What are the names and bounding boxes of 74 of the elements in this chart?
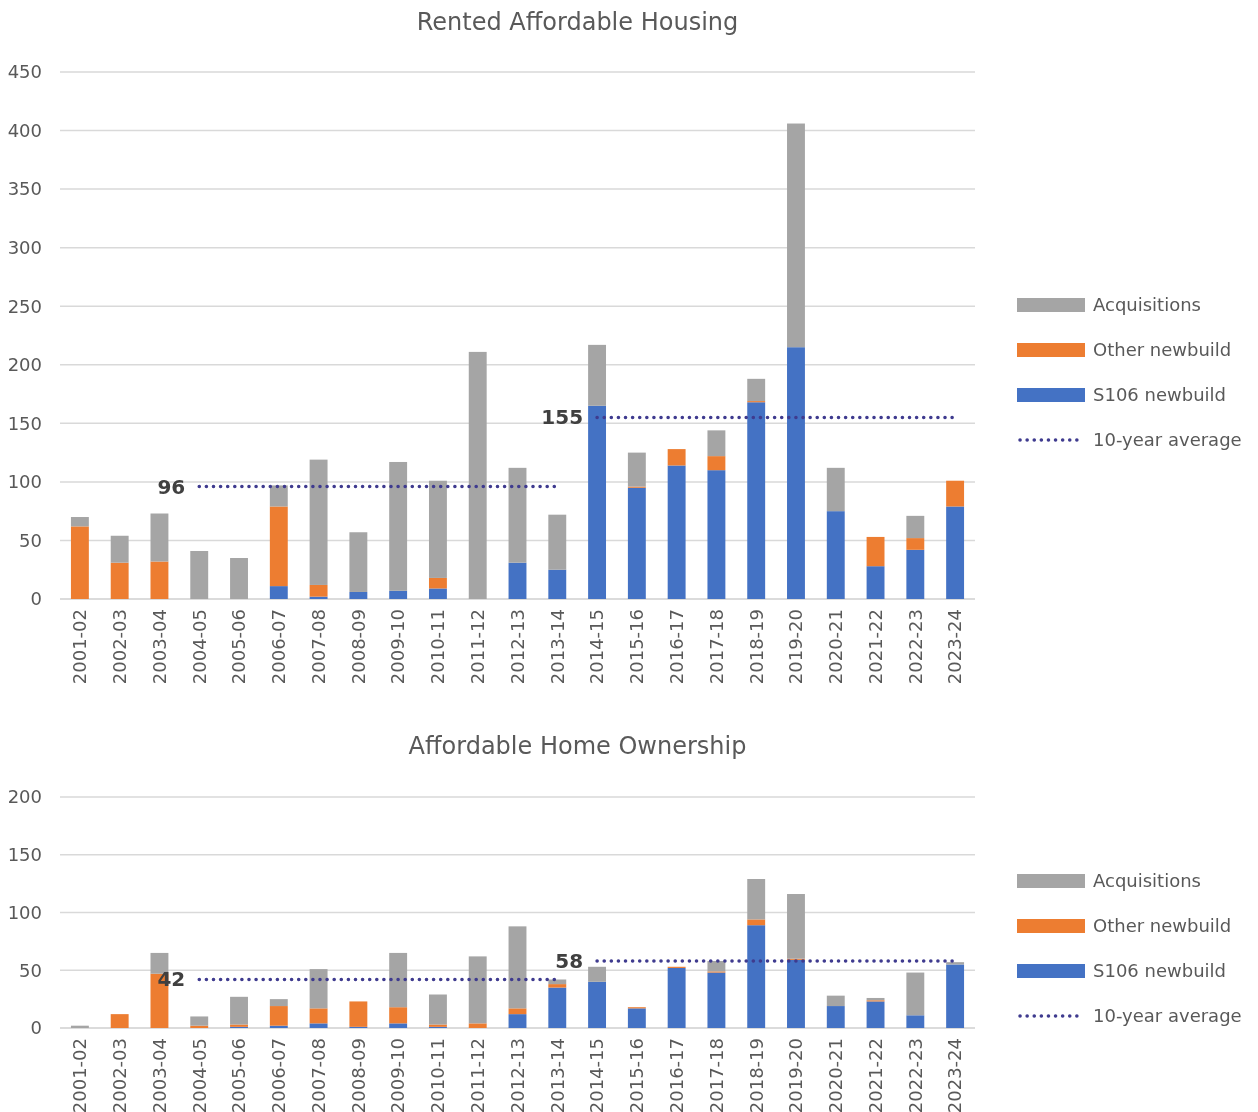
x-tick-label: 2022-23	[904, 609, 926, 685]
y-tick-label: 350	[7, 178, 42, 200]
x-tick-label: 2020-21	[825, 1038, 847, 1112]
x-tick-label: 2017-18	[705, 1038, 727, 1112]
legend-label: S106 newbuild	[1093, 960, 1226, 982]
y-tick-label: 150	[7, 844, 42, 866]
y-tick-label: 300	[7, 236, 42, 258]
chart-title: Rented Affordable Housing	[416, 8, 739, 36]
y-tick-label: 100	[7, 901, 42, 923]
x-tick-label: 2011-12	[467, 1038, 489, 1112]
x-tick-label: 2004-05	[188, 609, 210, 685]
x-tick-label: 2008-09	[347, 1038, 369, 1112]
x-tick-label: 2010-11	[427, 609, 449, 685]
chart-title: Affordable Home Ownership	[408, 732, 747, 760]
x-tick-label: 2002-03	[108, 1038, 130, 1112]
x-tick-label: 2023-24	[944, 1038, 966, 1112]
y-tick-label: 150	[7, 412, 42, 434]
x-tick-label: 2021-22	[864, 609, 886, 685]
annotation: 58	[555, 949, 584, 974]
x-tick-label: 2019-20	[785, 609, 807, 685]
y-tick-label: 200	[7, 354, 42, 376]
x-tick-label: 2012-13	[506, 1038, 528, 1112]
legend-label: 10-year average	[1093, 1005, 1242, 1027]
y-tick-label: 50	[19, 529, 42, 551]
x-tick-label: 2011-12	[467, 609, 489, 685]
y-tick-label: 100	[7, 471, 42, 493]
x-tick-label: 2007-08	[307, 1038, 329, 1112]
y-tick-label: 0	[30, 588, 42, 610]
x-tick-label: 2004-05	[188, 1038, 210, 1112]
legend-label: 10-year average	[1093, 429, 1242, 451]
x-tick-label: 2005-06	[228, 609, 250, 685]
x-tick-label: 2010-11	[427, 1038, 449, 1112]
x-tick-label: 2015-16	[626, 1038, 648, 1112]
x-tick-label: 2007-08	[307, 609, 329, 685]
x-tick-label: 2020-21	[825, 609, 847, 685]
y-tick-label: 400	[7, 119, 42, 141]
legend-label: Other newbuild	[1093, 339, 1232, 361]
x-tick-label: 2005-06	[228, 1038, 250, 1112]
x-tick-label: 2021-22	[864, 1038, 886, 1112]
x-tick-label: 2003-04	[148, 1038, 170, 1112]
annotation: 96	[157, 474, 186, 499]
x-tick-label: 2009-10	[387, 609, 409, 685]
x-tick-label: 2016-17	[665, 609, 687, 685]
x-tick-label: 2019-20	[785, 1038, 807, 1112]
legend-label: Acquisitions	[1093, 294, 1201, 316]
x-tick-label: 2014-15	[586, 1038, 608, 1112]
x-tick-label: 2003-04	[148, 609, 170, 685]
x-tick-label: 2001-02	[69, 1038, 91, 1112]
legend-label: S106 newbuild	[1093, 384, 1226, 406]
legend-label: Other newbuild	[1093, 915, 1232, 937]
x-tick-label: 2002-03	[108, 609, 130, 685]
x-tick-label: 2013-14	[546, 609, 568, 685]
x-tick-label: 2023-24	[944, 609, 966, 685]
x-tick-label: 2012-13	[506, 609, 528, 685]
y-tick-label: 0	[30, 1017, 42, 1039]
x-tick-label: 2013-14	[546, 1038, 568, 1112]
x-tick-label: 2018-19	[745, 609, 767, 685]
annotation: 155	[541, 405, 584, 430]
x-tick-label: 2001-02	[69, 609, 91, 685]
x-tick-label: 2017-18	[705, 609, 727, 685]
x-tick-label: 2014-15	[586, 609, 608, 685]
y-tick-label: 450	[7, 61, 42, 83]
legend-label: Acquisitions	[1093, 870, 1201, 892]
x-tick-label: 2009-10	[387, 1038, 409, 1112]
x-tick-label: 2018-19	[745, 1038, 767, 1112]
x-tick-label: 2008-09	[347, 609, 369, 685]
x-tick-label: 2016-17	[665, 1038, 687, 1112]
x-tick-label: 2022-23	[904, 1038, 926, 1112]
y-tick-label: 200	[7, 786, 42, 808]
y-tick-label: 250	[7, 295, 42, 317]
y-tick-label: 50	[19, 959, 42, 981]
x-tick-label: 2015-16	[626, 609, 648, 685]
x-tick-label: 2006-07	[268, 609, 290, 685]
x-tick-label: 2006-07	[268, 1038, 290, 1112]
